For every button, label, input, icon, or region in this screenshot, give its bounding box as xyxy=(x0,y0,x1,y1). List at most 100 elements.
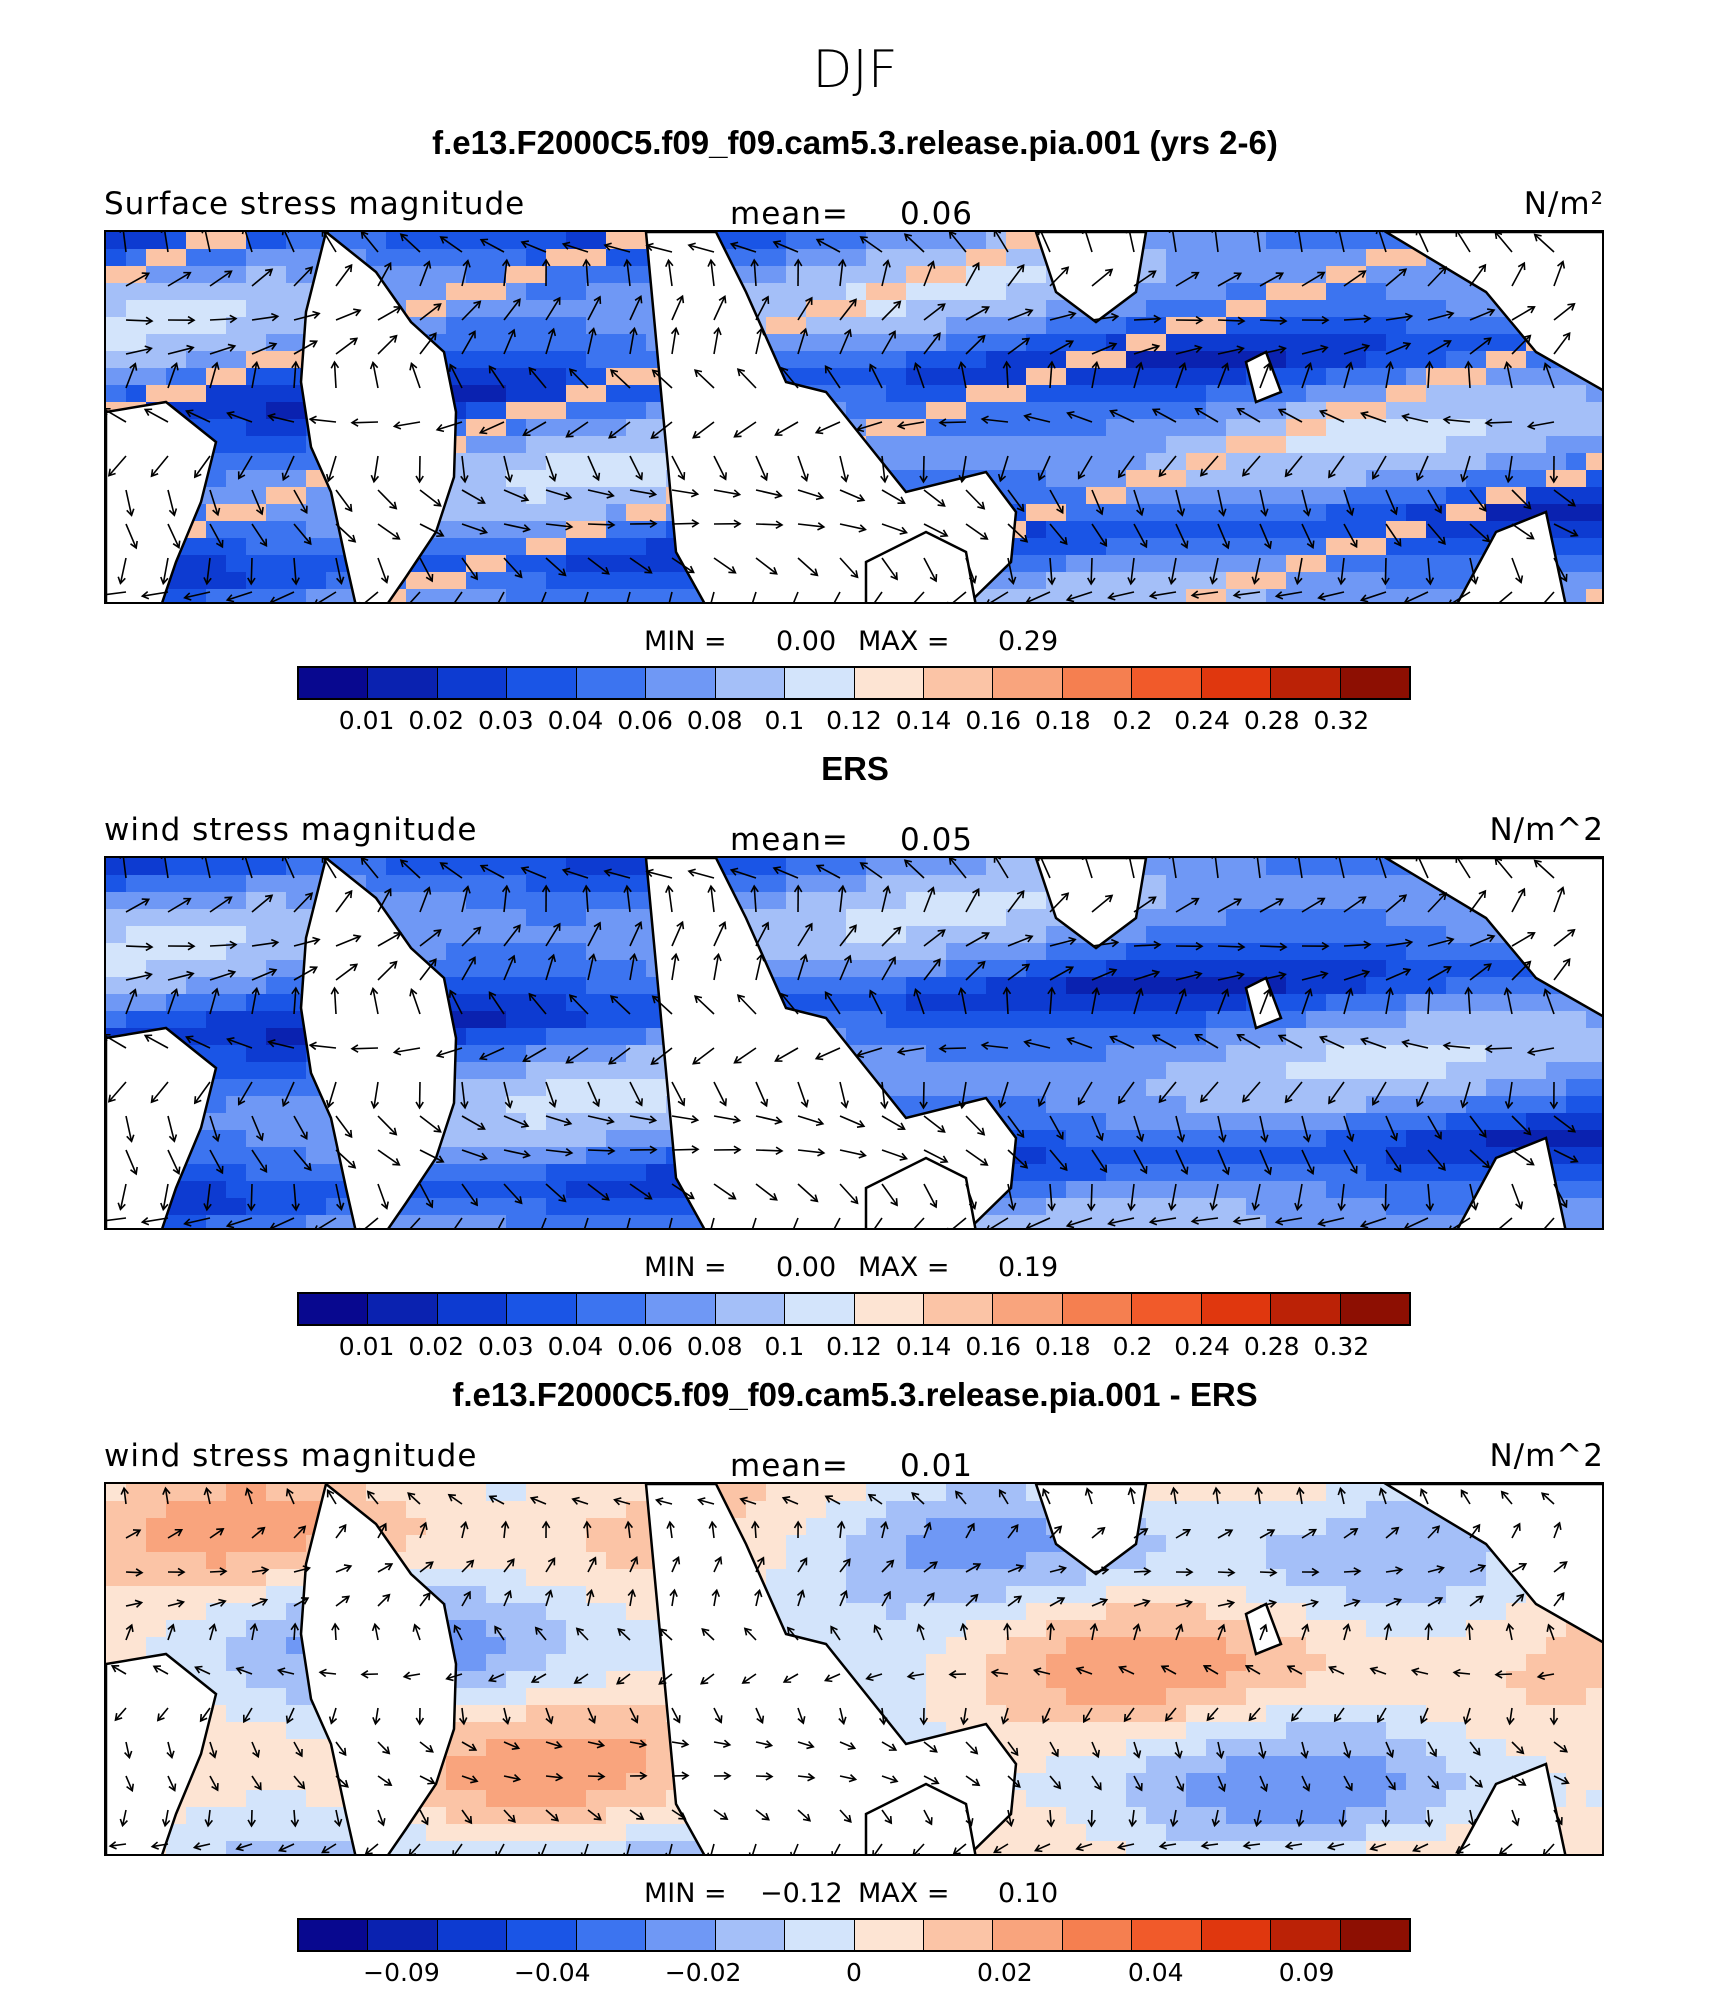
colorbar-swatch xyxy=(785,1294,854,1324)
min-label: MIN = xyxy=(644,1878,727,1909)
colorbar-swatch xyxy=(785,1920,854,1950)
panel-title: f.e13.F2000C5.f09_f09.cam5.3.release.pia… xyxy=(0,124,1710,162)
max-value: 0.29 xyxy=(998,626,1058,657)
min-value: 0.00 xyxy=(776,626,836,657)
colorbar-swatch xyxy=(507,668,576,698)
min-label: MIN = xyxy=(644,1252,727,1283)
colorbar-tick-label: 0.24 xyxy=(1174,1332,1230,1361)
colorbar-swatch xyxy=(785,668,854,698)
colorbar-swatch xyxy=(368,668,437,698)
colorbar-tick-label: 0.02 xyxy=(408,706,464,735)
colorbar xyxy=(297,1292,1411,1326)
colorbar-swatch xyxy=(577,668,646,698)
colorbar-swatch xyxy=(438,1294,507,1324)
max-label: MAX = xyxy=(858,626,949,657)
colorbar-tick-label: 0 xyxy=(846,1958,862,1987)
colorbar-swatch xyxy=(1132,668,1201,698)
colorbar-tick-label: 0.01 xyxy=(339,1332,395,1361)
min-label: MIN = xyxy=(644,626,727,657)
panel-title: f.e13.F2000C5.f09_f09.cam5.3.release.pia… xyxy=(0,1376,1710,1414)
mean-label: mean= xyxy=(730,1448,849,1484)
colorbar xyxy=(297,1918,1411,1952)
colorbar-swatch xyxy=(368,1920,437,1950)
panel-title: ERS xyxy=(0,750,1710,788)
colorbar-swatch xyxy=(1202,1294,1271,1324)
colorbar-tick-label: 0.32 xyxy=(1314,1332,1370,1361)
colorbar-swatch xyxy=(507,1920,576,1950)
contour-map xyxy=(106,858,1602,1228)
colorbar-swatch xyxy=(1063,668,1132,698)
min-value: 0.00 xyxy=(776,1252,836,1283)
colorbar-swatch xyxy=(1271,668,1340,698)
contour-map xyxy=(106,232,1602,602)
colorbar-swatch xyxy=(924,1920,993,1950)
colorbar-swatch xyxy=(1063,1294,1132,1324)
colorbar-tick-label: 0.2 xyxy=(1113,1332,1153,1361)
variable-label: wind stress magnitude xyxy=(104,812,477,848)
colorbar-swatch xyxy=(1341,668,1409,698)
colorbar-swatch xyxy=(993,1294,1062,1324)
season-title: DJF xyxy=(0,40,1710,100)
colorbar-tick-label: 0.14 xyxy=(896,1332,952,1361)
colorbar-swatch xyxy=(438,668,507,698)
colorbar-swatch xyxy=(646,668,715,698)
colorbar-swatch xyxy=(855,1920,924,1950)
colorbar-swatch xyxy=(299,668,368,698)
colorbar-swatch xyxy=(993,1920,1062,1950)
colorbar-swatch xyxy=(577,1920,646,1950)
units-label: N/m^2 xyxy=(1489,1438,1604,1474)
colorbar-tick-label: 0.18 xyxy=(1035,1332,1091,1361)
colorbar-tick-label: −0.04 xyxy=(514,1958,591,1987)
colorbar-tick-label: 0.28 xyxy=(1244,706,1300,735)
colorbar-swatch xyxy=(299,1294,368,1324)
colorbar-tick-label: 0.14 xyxy=(896,706,952,735)
colorbar-tick-label: 0.03 xyxy=(478,1332,534,1361)
colorbar-tick-label: 0.1 xyxy=(764,706,804,735)
colorbar-tick-label: 0.32 xyxy=(1314,706,1370,735)
units-label: N/m^2 xyxy=(1489,812,1604,848)
mean-value: 0.06 xyxy=(900,196,973,232)
colorbar-swatch xyxy=(1202,1920,1271,1950)
variable-label: wind stress magnitude xyxy=(104,1438,477,1474)
mean-value: 0.01 xyxy=(900,1448,973,1484)
colorbar-tick-label: 0.09 xyxy=(1279,1958,1335,1987)
colorbar-swatch xyxy=(716,668,785,698)
colorbar-swatch xyxy=(993,668,1062,698)
colorbar-tick-label: 0.12 xyxy=(826,706,882,735)
colorbar-tick-label: 0.1 xyxy=(764,1332,804,1361)
max-value: 0.19 xyxy=(998,1252,1058,1283)
colorbar-tick-label: 0.06 xyxy=(617,1332,673,1361)
colorbar-swatch xyxy=(1063,1920,1132,1950)
colorbar-swatch xyxy=(1132,1920,1201,1950)
colorbar-swatch xyxy=(855,1294,924,1324)
colorbar-tick-label: 0.24 xyxy=(1174,706,1230,735)
mean-label: mean= xyxy=(730,822,849,858)
colorbar-swatch xyxy=(716,1920,785,1950)
colorbar-tick-label: 0.16 xyxy=(965,1332,1021,1361)
map-panel xyxy=(104,856,1604,1230)
map-panel xyxy=(104,1482,1604,1856)
colorbar-tick-label: 0.12 xyxy=(826,1332,882,1361)
colorbar-tick-label: −0.02 xyxy=(665,1958,742,1987)
colorbar-swatch xyxy=(577,1294,646,1324)
colorbar-swatch xyxy=(1202,668,1271,698)
colorbar-swatch xyxy=(646,1920,715,1950)
min-value: −0.12 xyxy=(760,1878,843,1909)
colorbar-swatch xyxy=(924,1294,993,1324)
colorbar-swatch xyxy=(1271,1294,1340,1324)
colorbar-tick-label: 0.28 xyxy=(1244,1332,1300,1361)
colorbar-swatch xyxy=(924,668,993,698)
colorbar-swatch xyxy=(716,1294,785,1324)
colorbar-tick-label: 0.06 xyxy=(617,706,673,735)
colorbar-tick-label: 0.01 xyxy=(339,706,395,735)
colorbar-swatch xyxy=(368,1294,437,1324)
colorbar-swatch xyxy=(1341,1920,1409,1950)
colorbar-tick-label: 0.04 xyxy=(548,1332,604,1361)
max-value: 0.10 xyxy=(998,1878,1058,1909)
colorbar xyxy=(297,666,1411,700)
colorbar-tick-label: −0.09 xyxy=(363,1958,440,1987)
colorbar-swatch xyxy=(1271,1920,1340,1950)
colorbar-swatch xyxy=(299,1920,368,1950)
